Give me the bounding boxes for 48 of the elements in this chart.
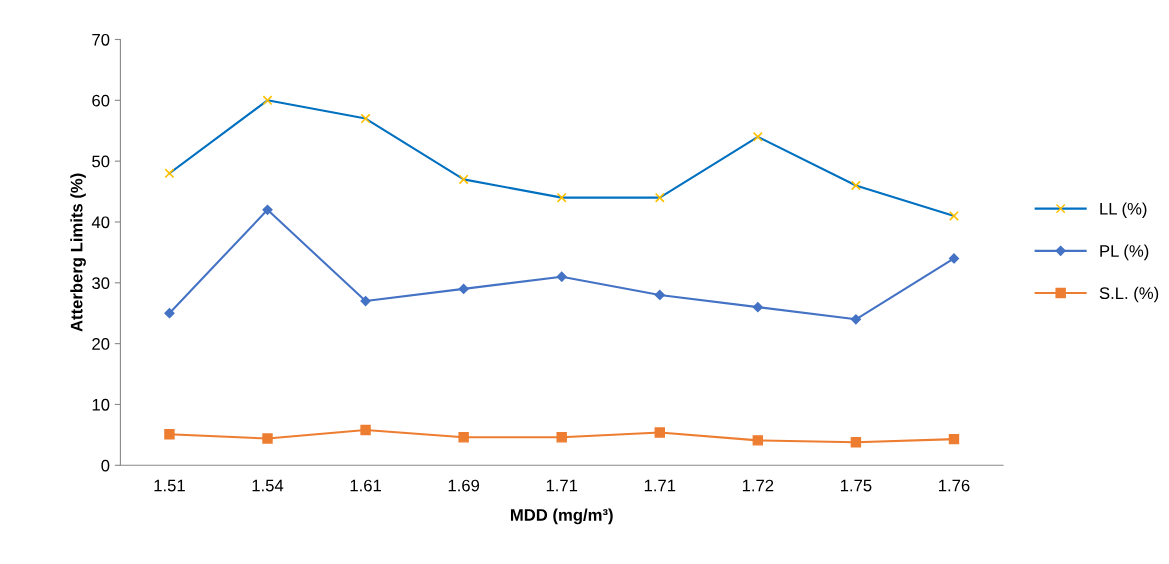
x-tick-label: 1.71 [546,479,578,492]
y-tick-label: 20 [92,338,110,350]
y-tick-label: 40 [91,216,110,229]
point [458,283,469,295]
legend-label: PL (%) [1100,244,1149,261]
point [752,131,763,142]
point [556,432,567,443]
point [752,302,763,313]
x-tick-label: 1.71 [644,479,676,492]
point [654,289,665,301]
point [262,204,273,215]
x-tick-label: 1.54 [252,479,284,492]
y-tick-label: 10 [92,398,110,411]
x-tick-label: 1.76 [939,479,970,492]
point [360,424,371,436]
point [752,435,764,446]
x-tick-label: 1.75 [840,479,872,492]
point [262,95,273,106]
point [556,192,567,203]
y-axis-title: Atterberg Limits (%) [70,173,86,332]
legend-label: LL (%) [1100,202,1147,218]
point [164,168,175,179]
y-tick-label: 30 [92,277,110,290]
point [360,295,371,307]
point [850,436,862,448]
y-tick-label: 50 [92,155,110,168]
point [164,429,175,440]
point [850,180,861,191]
point [850,314,862,325]
legend-label: S.L. (%) [1099,286,1159,303]
y-tick-label: 60 [92,94,110,107]
point [556,271,567,282]
y-tick-label: 0 [101,459,110,472]
point [164,308,175,319]
x-tick-label: 1.72 [742,479,774,492]
x-axis-title: MDD (mg/m³) [510,508,613,525]
point [654,192,665,203]
point [458,174,469,185]
point [654,427,665,438]
point [948,433,960,445]
x-tick-label: 1.69 [448,479,480,492]
y-tick-label: 70 [92,33,110,46]
point [948,210,959,221]
x-tick-label: 1.51 [154,479,185,492]
x-tick-label: 1.61 [350,479,381,492]
point [262,433,273,444]
point [458,432,469,443]
point [360,113,371,124]
